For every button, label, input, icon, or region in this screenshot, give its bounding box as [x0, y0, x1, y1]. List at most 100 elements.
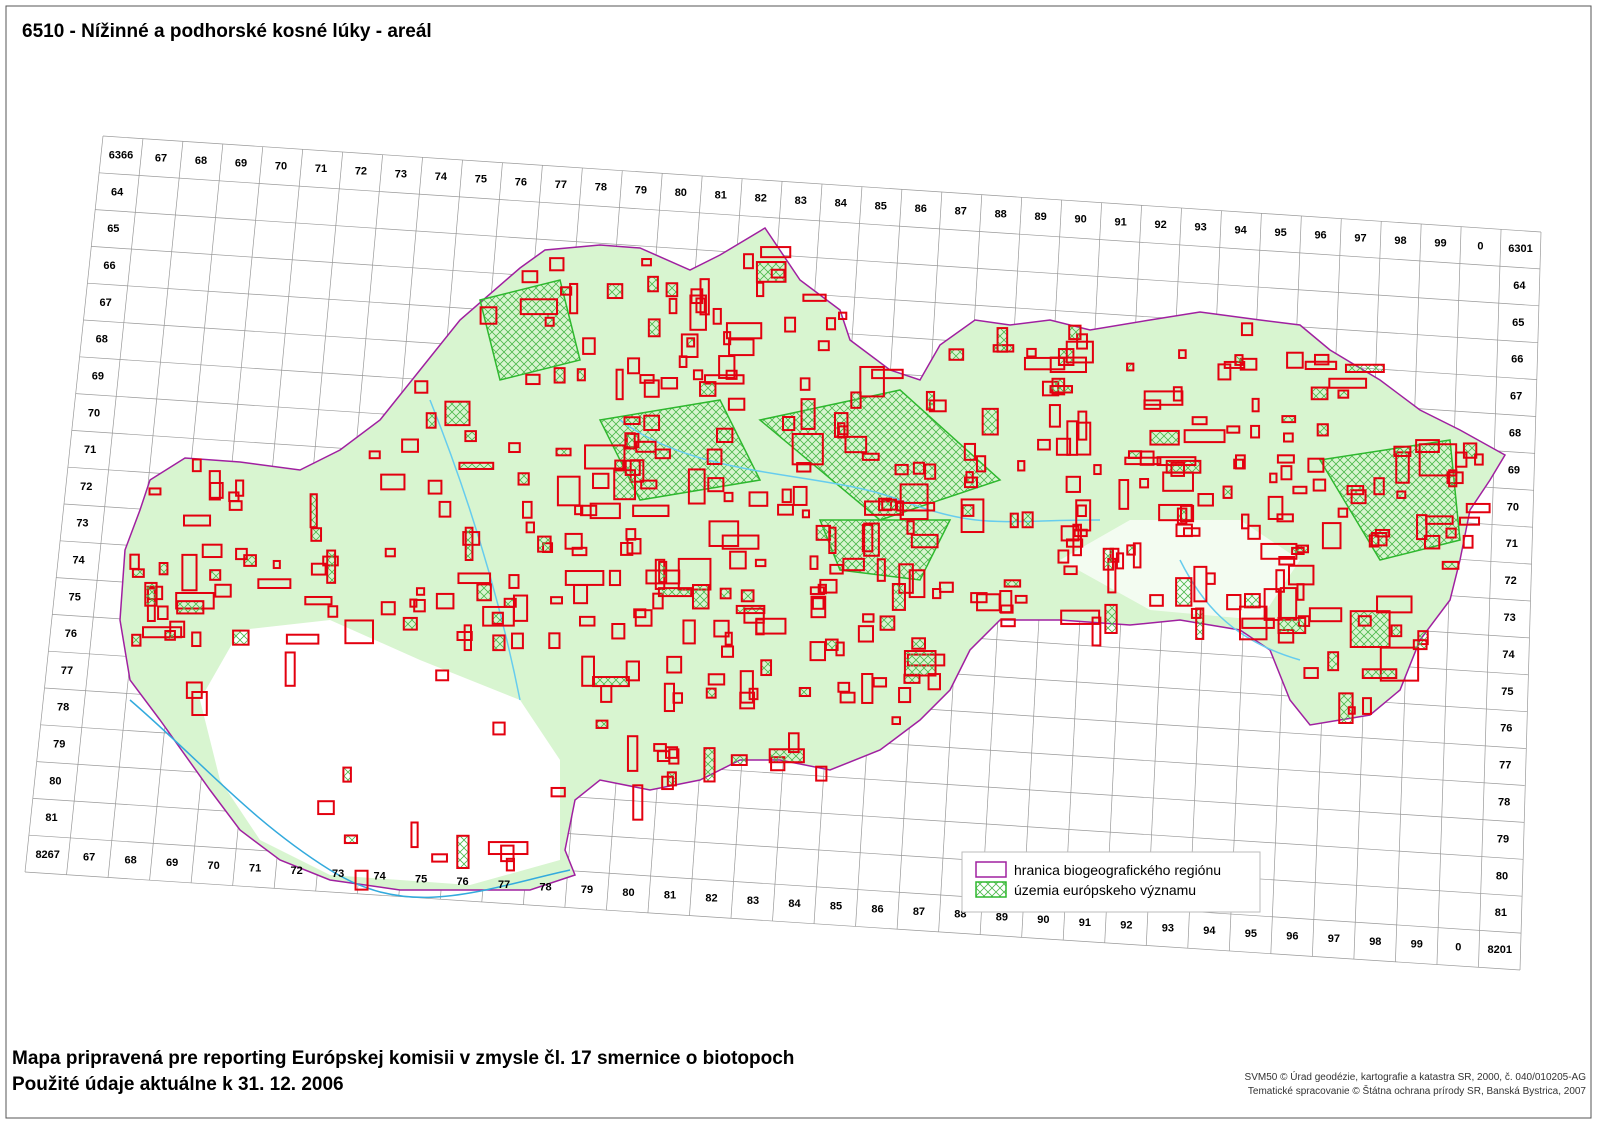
footer-line: Mapa pripravená pre reporting Európskej …	[12, 1048, 794, 1069]
habitat-cell	[996, 327, 1009, 353]
habitat-cell	[739, 691, 756, 710]
habitat-cell	[891, 582, 906, 611]
grid-label: 65	[107, 223, 119, 235]
habitat-cell	[801, 509, 811, 519]
habitat-cell	[844, 435, 868, 454]
habitat-cell	[505, 857, 515, 872]
grid-label: 66	[103, 260, 115, 272]
grid-label: 87	[913, 906, 925, 918]
habitat-cell	[537, 535, 552, 553]
habitat-cell	[1337, 389, 1350, 399]
grid-label: 79	[635, 184, 647, 196]
habitat-cell	[214, 583, 232, 598]
habitat-cell	[1292, 485, 1308, 495]
habitat-cell	[730, 754, 748, 766]
habitat-cell	[1241, 513, 1250, 530]
habitat-cell	[1226, 594, 1242, 611]
habitat-cell	[704, 374, 745, 385]
habitat-cell	[1076, 504, 1087, 518]
habitat-cell	[1412, 639, 1428, 651]
grid-label: 98	[1394, 235, 1406, 247]
grid-label: 68	[195, 155, 207, 167]
habitat-cell	[687, 468, 706, 505]
habitat-cell	[721, 534, 760, 550]
habitat-cell	[435, 669, 450, 682]
habitat-cell	[1465, 502, 1491, 514]
habitat-cell	[626, 735, 639, 772]
habitat-cell	[606, 283, 624, 300]
habitat-cell	[756, 281, 765, 298]
habitat-cell	[613, 469, 637, 501]
grid-label: 95	[1245, 928, 1257, 940]
habitat-cell	[850, 391, 862, 409]
habitat-cell	[435, 592, 455, 610]
habitat-cell	[819, 578, 838, 594]
habitat-cell	[1068, 324, 1082, 341]
grid-line	[102, 135, 1542, 233]
habitat-cell	[626, 538, 642, 555]
habitat-cell	[754, 558, 767, 568]
habitat-cell	[521, 270, 539, 284]
habitat-cell	[1191, 416, 1208, 426]
habitat-cell	[257, 578, 292, 589]
habitat-cell	[932, 588, 942, 600]
habitat-cell	[1175, 577, 1193, 607]
habitat-cell	[719, 587, 732, 600]
grid-label: 96	[1314, 230, 1326, 242]
habitat-cell	[695, 297, 706, 314]
habitat-cell	[1376, 595, 1413, 614]
grid-label: 71	[249, 862, 261, 874]
habitat-cell	[550, 786, 566, 798]
habitat-cell	[661, 775, 674, 791]
grid-label: 71	[1506, 538, 1518, 550]
grid-label: 67	[155, 152, 167, 164]
grid-label: 79	[53, 738, 65, 750]
legend: hranica biogeografického regiónu územia …	[961, 851, 1261, 913]
habitat-cell	[1368, 534, 1380, 548]
habitat-cell	[425, 412, 437, 429]
habitat-cell	[872, 677, 888, 688]
habitat-cell	[723, 331, 732, 346]
habitat-cell	[1278, 556, 1296, 566]
habitat-cell	[899, 483, 929, 521]
habitat-cell	[164, 630, 176, 641]
grid-label: 74	[373, 871, 386, 883]
legend-label: územia európskeho významu	[1014, 882, 1196, 898]
grid-label: 79	[1497, 833, 1509, 845]
habitat-cell	[815, 765, 828, 782]
habitat-cell	[511, 632, 524, 650]
habitat-cell	[791, 432, 824, 466]
habitat-cell	[1415, 439, 1440, 453]
grid-label: 65	[1512, 317, 1524, 329]
habitat-cell	[304, 595, 333, 606]
habitat-cell	[458, 461, 495, 470]
habitat-cell	[1280, 465, 1293, 481]
habitat-cell	[1023, 356, 1066, 371]
habitat-cell	[1065, 340, 1094, 364]
grid-label: 78	[595, 182, 607, 194]
habitat-cell	[692, 369, 704, 381]
grid-label: 80	[622, 887, 634, 899]
habitat-cell	[1126, 362, 1135, 372]
habitat-cell	[550, 596, 564, 605]
habitat-cell	[1308, 607, 1343, 623]
grid-label: 70	[1507, 501, 1519, 513]
habitat-cell	[1448, 469, 1458, 488]
habitat-cell	[1077, 410, 1088, 441]
habitat-cell	[976, 593, 1001, 612]
habitat-cell	[748, 491, 769, 507]
habitat-cell	[1176, 507, 1188, 525]
habitat-cell	[508, 574, 520, 589]
habitat-cell	[415, 587, 426, 596]
habitat-cell	[144, 581, 158, 607]
habitat-cell	[580, 504, 598, 517]
habitat-cell	[740, 589, 755, 603]
habitat-cell	[1178, 349, 1187, 359]
habitat-cell	[608, 569, 622, 587]
habitat-cell	[1276, 513, 1294, 523]
habitat-cell	[492, 721, 506, 736]
grid-label: 68	[125, 854, 137, 866]
habitat-cell	[1441, 560, 1460, 570]
grid-label: 76	[65, 628, 77, 640]
habitat-cell	[925, 390, 936, 411]
